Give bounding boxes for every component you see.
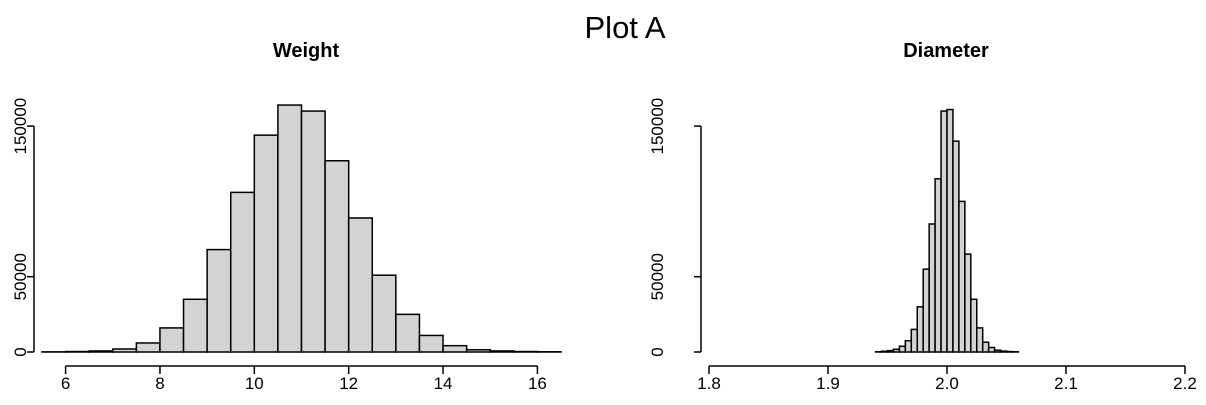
diameter-bar xyxy=(916,306,924,353)
diameter-bar xyxy=(928,223,936,353)
weight-bar xyxy=(300,110,326,353)
weight-x-tick-label: 12 xyxy=(339,374,358,393)
figure-title: Plot A xyxy=(585,10,666,45)
diameter-x-tick-label: 2.1 xyxy=(1054,374,1078,393)
diameter-bar xyxy=(993,349,1002,353)
diameter-bar xyxy=(934,178,942,353)
diameter-bar xyxy=(892,348,901,353)
weight-bar xyxy=(88,350,114,353)
weight-y-tick-label: 150000 xyxy=(11,98,30,155)
weight-y-tick-label: 0 xyxy=(11,347,30,356)
weight-bar xyxy=(206,248,232,353)
weight-x-tick-label: 8 xyxy=(155,374,164,393)
diameter-bar xyxy=(910,328,918,353)
diameter-bar xyxy=(898,345,907,353)
weight-bar xyxy=(182,298,208,353)
weight-bar xyxy=(253,134,279,353)
weight-chart-title: Weight xyxy=(273,40,340,62)
weight-bar xyxy=(465,348,491,353)
weight-bar xyxy=(418,334,444,353)
weight-bar xyxy=(442,344,468,353)
diameter-x-tick-label: 2.2 xyxy=(1173,374,1197,393)
diameter-x-tick-label: 1.8 xyxy=(697,374,721,393)
diameter-bar xyxy=(904,339,913,353)
weight-bar xyxy=(489,350,515,353)
weight-bar xyxy=(159,327,185,353)
diameter-bar xyxy=(952,140,960,353)
diameter-bar xyxy=(981,341,990,353)
diameter-bar xyxy=(880,350,889,353)
weight-bars xyxy=(41,104,562,353)
diameter-y-tick-label: 50000 xyxy=(648,253,667,300)
diameter-bar xyxy=(922,268,930,353)
diameter-y-tick-label: 0 xyxy=(648,347,667,356)
diameter-bar xyxy=(940,110,948,353)
weight-bar xyxy=(135,342,161,353)
weight-bar xyxy=(229,191,256,353)
weight-x-tick-label: 16 xyxy=(528,374,547,393)
diameter-bar xyxy=(958,200,966,353)
weight-x-tick-label: 14 xyxy=(434,374,453,393)
diameter-bar xyxy=(970,298,978,353)
weight-bar xyxy=(324,160,350,353)
weight-bar xyxy=(395,313,421,353)
diameter-bar xyxy=(886,349,895,353)
weight-bar xyxy=(347,217,374,353)
weight-x-tick-label: 10 xyxy=(245,374,264,393)
weight-histogram: Weight 6 8 10 12 14 16 0 50000 150000 xyxy=(11,40,562,393)
weight-y-axis: 0 50000 150000 xyxy=(11,98,35,357)
weight-bar xyxy=(112,348,138,353)
diameter-bar xyxy=(964,253,972,353)
diameter-histogram: Diameter 1.8 1.9 2.0 2.1 2.2 0 50000 150000 xyxy=(648,40,1197,393)
diameter-chart-title: Diameter xyxy=(903,40,989,62)
diameter-bar xyxy=(987,346,996,353)
weight-y-tick-label: 50000 xyxy=(11,253,30,300)
diameter-bars xyxy=(874,108,1020,353)
diameter-x-tick-label: 2.0 xyxy=(935,374,959,393)
diameter-bar xyxy=(976,327,984,353)
weight-bar xyxy=(277,104,303,353)
weight-x-axis: 6 8 10 12 14 16 xyxy=(61,365,547,393)
diameter-x-axis: 1.8 1.9 2.0 2.1 2.2 xyxy=(697,365,1197,393)
diameter-bar xyxy=(999,350,1008,353)
diameter-bar xyxy=(946,108,954,353)
weight-x-tick-label: 6 xyxy=(61,374,70,393)
diameter-y-tick-label: 150000 xyxy=(648,98,667,155)
diameter-x-tick-label: 1.9 xyxy=(816,374,840,393)
weight-bar xyxy=(371,274,397,353)
diameter-y-axis: 0 50000 150000 xyxy=(648,98,702,357)
